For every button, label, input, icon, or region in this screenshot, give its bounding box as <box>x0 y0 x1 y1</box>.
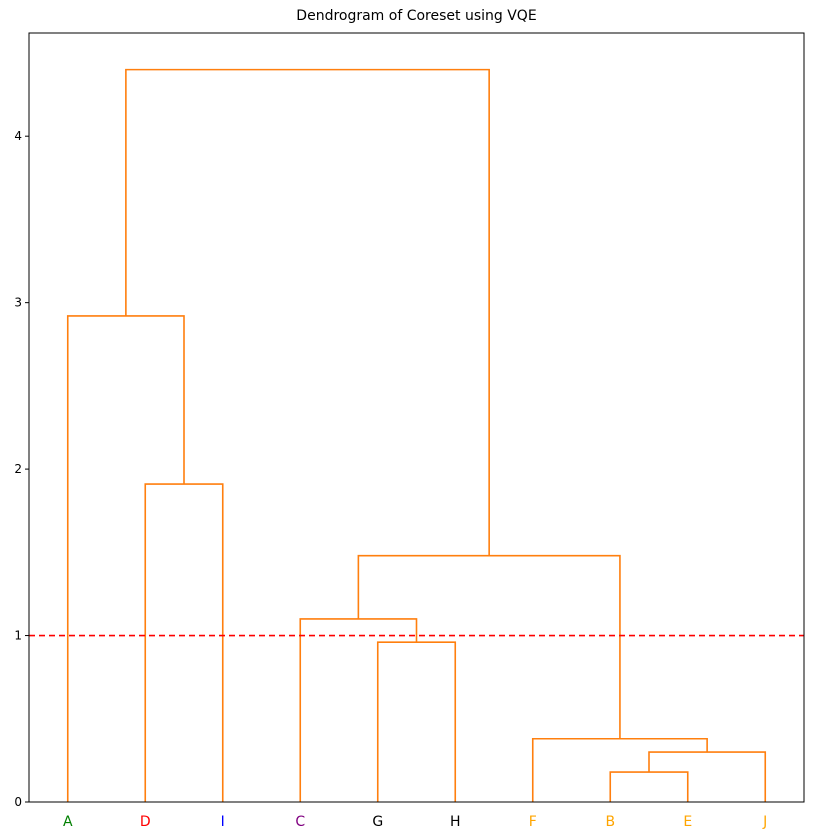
dendrogram-link <box>144 483 224 802</box>
y-axis: 0 1 2 3 4 <box>14 129 29 809</box>
y-tick-label: 1 <box>14 629 22 643</box>
y-tick-label: 2 <box>14 462 22 476</box>
leaf-label-C: C <box>295 814 305 830</box>
leaf-label-G: G <box>372 814 383 830</box>
dendrogram-links <box>66 68 767 802</box>
dendrogram-link <box>376 641 457 802</box>
leaf-label-D: D <box>140 814 151 830</box>
leaf-label-H: H <box>450 814 461 830</box>
leaf-label-F: F <box>529 814 537 830</box>
chart-title: Dendrogram of Coreset using VQE <box>296 8 537 24</box>
leaf-label-A: A <box>63 814 73 830</box>
y-tick-label: 4 <box>14 129 22 143</box>
y-tick-label: 0 <box>14 795 22 809</box>
y-tick-label: 3 <box>14 296 22 310</box>
dendrogram-link <box>531 737 708 802</box>
leaf-label-I: I <box>221 814 225 830</box>
leaf-label-E: E <box>683 814 692 830</box>
axes-frame <box>28 32 805 803</box>
leaf-label-B: B <box>605 814 615 830</box>
dendrogram-link <box>609 771 689 802</box>
leaf-label-J: J <box>762 814 767 830</box>
dendrogram-link <box>66 315 185 802</box>
dendrogram-link <box>125 68 490 556</box>
dendrogram-link <box>648 751 767 802</box>
dendrogram-link <box>357 554 621 739</box>
dendrogram-link <box>299 618 418 802</box>
